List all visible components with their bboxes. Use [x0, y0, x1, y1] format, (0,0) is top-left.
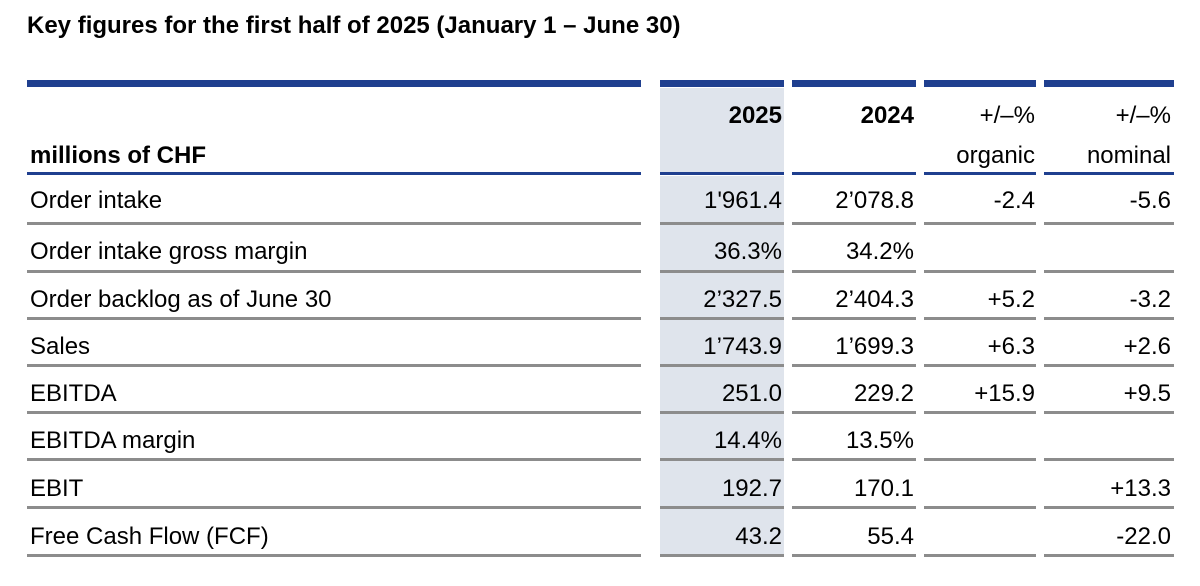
header-line-2025	[660, 172, 784, 175]
row-label: Order intake gross margin	[30, 238, 308, 265]
row-divider	[27, 554, 641, 557]
row-divider	[1044, 364, 1174, 367]
row-divider	[1044, 554, 1174, 557]
row-divider	[660, 506, 784, 509]
row-divider	[660, 411, 784, 414]
row-label: Order backlog as of June 30	[30, 286, 332, 313]
row-value-organic: +6.3	[987, 333, 1035, 360]
row-label: Sales	[30, 333, 91, 360]
topbar-2024	[792, 80, 916, 87]
row-divider	[27, 506, 641, 509]
header-2025: 2025	[728, 102, 782, 129]
row-divider	[660, 317, 784, 320]
row-value-nominal: -3.2	[1129, 286, 1171, 313]
row-value-2024: 2’404.3	[835, 286, 914, 313]
row-value-nominal: -5.6	[1129, 187, 1171, 214]
row-divider	[27, 458, 641, 461]
header-organic-bottom: organic	[956, 142, 1035, 169]
row-divider	[924, 411, 1036, 414]
row-divider	[924, 458, 1036, 461]
row-divider	[792, 317, 916, 320]
row-divider	[27, 270, 641, 273]
page-title: Key figures for the first half of 2025 (…	[27, 12, 681, 39]
row-divider	[1044, 317, 1174, 320]
row-label: Order intake	[30, 187, 163, 214]
row-divider	[27, 411, 641, 414]
row-divider	[1044, 222, 1174, 225]
row-value-organic: +5.2	[987, 286, 1035, 313]
row-divider	[660, 458, 784, 461]
row-divider	[924, 317, 1036, 320]
row-value-2025: 2’327.5	[703, 286, 782, 313]
header-nominal-bottom: nominal	[1086, 142, 1171, 169]
topbar-nominal	[1044, 80, 1174, 87]
row-value-2025: 43.2	[735, 523, 782, 550]
row-value-2024: 1’699.3	[835, 333, 914, 360]
header-line-label	[27, 172, 641, 175]
row-divider	[660, 554, 784, 557]
topbar-2025	[660, 80, 784, 87]
row-label: EBIT	[30, 475, 84, 502]
row-divider	[1044, 411, 1174, 414]
row-value-2025: 14.4%	[713, 427, 782, 454]
row-divider	[924, 506, 1036, 509]
row-value-nominal: +9.5	[1123, 380, 1171, 407]
row-divider	[792, 222, 916, 225]
row-divider	[792, 506, 916, 509]
row-divider	[27, 364, 641, 367]
header-nominal-top: +/–%	[1115, 102, 1171, 129]
row-value-2024: 34.2%	[845, 238, 914, 265]
header-line-2024	[792, 172, 916, 175]
row-divider	[792, 364, 916, 367]
row-divider	[27, 317, 641, 320]
row-label: EBITDA margin	[30, 427, 196, 454]
row-value-2024: 170.1	[853, 475, 914, 502]
row-value-nominal: -22.0	[1116, 523, 1171, 550]
topbar-organic	[924, 80, 1036, 87]
row-value-2025: 1’743.9	[703, 333, 782, 360]
row-value-2024: 229.2	[853, 380, 914, 407]
topbar-label	[27, 80, 641, 87]
header-2024: 2024	[860, 102, 914, 129]
row-value-2024: 55.4	[867, 523, 914, 550]
row-divider	[792, 411, 916, 414]
row-divider	[1044, 506, 1174, 509]
row-divider	[27, 222, 641, 225]
row-value-2024: 2’078.8	[835, 187, 914, 214]
col-2025-header-bg	[660, 88, 784, 172]
row-divider	[924, 222, 1036, 225]
header-unit-label: millions of CHF	[30, 142, 206, 169]
row-value-2025: 251.0	[721, 380, 782, 407]
row-divider	[660, 222, 784, 225]
row-label: Free Cash Flow (FCF)	[30, 523, 269, 550]
row-divider	[792, 458, 916, 461]
row-divider	[924, 364, 1036, 367]
row-divider	[660, 270, 784, 273]
header-line-nominal	[1044, 172, 1174, 175]
row-value-organic: +15.9	[974, 380, 1035, 407]
header-line-organic	[924, 172, 1036, 175]
row-value-2025: 1'961.4	[704, 187, 782, 214]
row-divider	[792, 270, 916, 273]
row-divider	[924, 270, 1036, 273]
row-label: EBITDA	[30, 380, 117, 407]
row-divider	[1044, 458, 1174, 461]
row-value-nominal: +2.6	[1123, 333, 1171, 360]
row-divider	[924, 554, 1036, 557]
row-value-2025: 192.7	[721, 475, 782, 502]
row-divider	[1044, 270, 1174, 273]
row-divider	[660, 364, 784, 367]
header-organic-top: +/–%	[979, 102, 1035, 129]
row-value-nominal: +13.3	[1110, 475, 1171, 502]
row-value-organic: -2.4	[993, 187, 1035, 214]
row-value-2025: 36.3%	[713, 238, 782, 265]
row-divider	[792, 554, 916, 557]
row-value-2024: 13.5%	[845, 427, 914, 454]
